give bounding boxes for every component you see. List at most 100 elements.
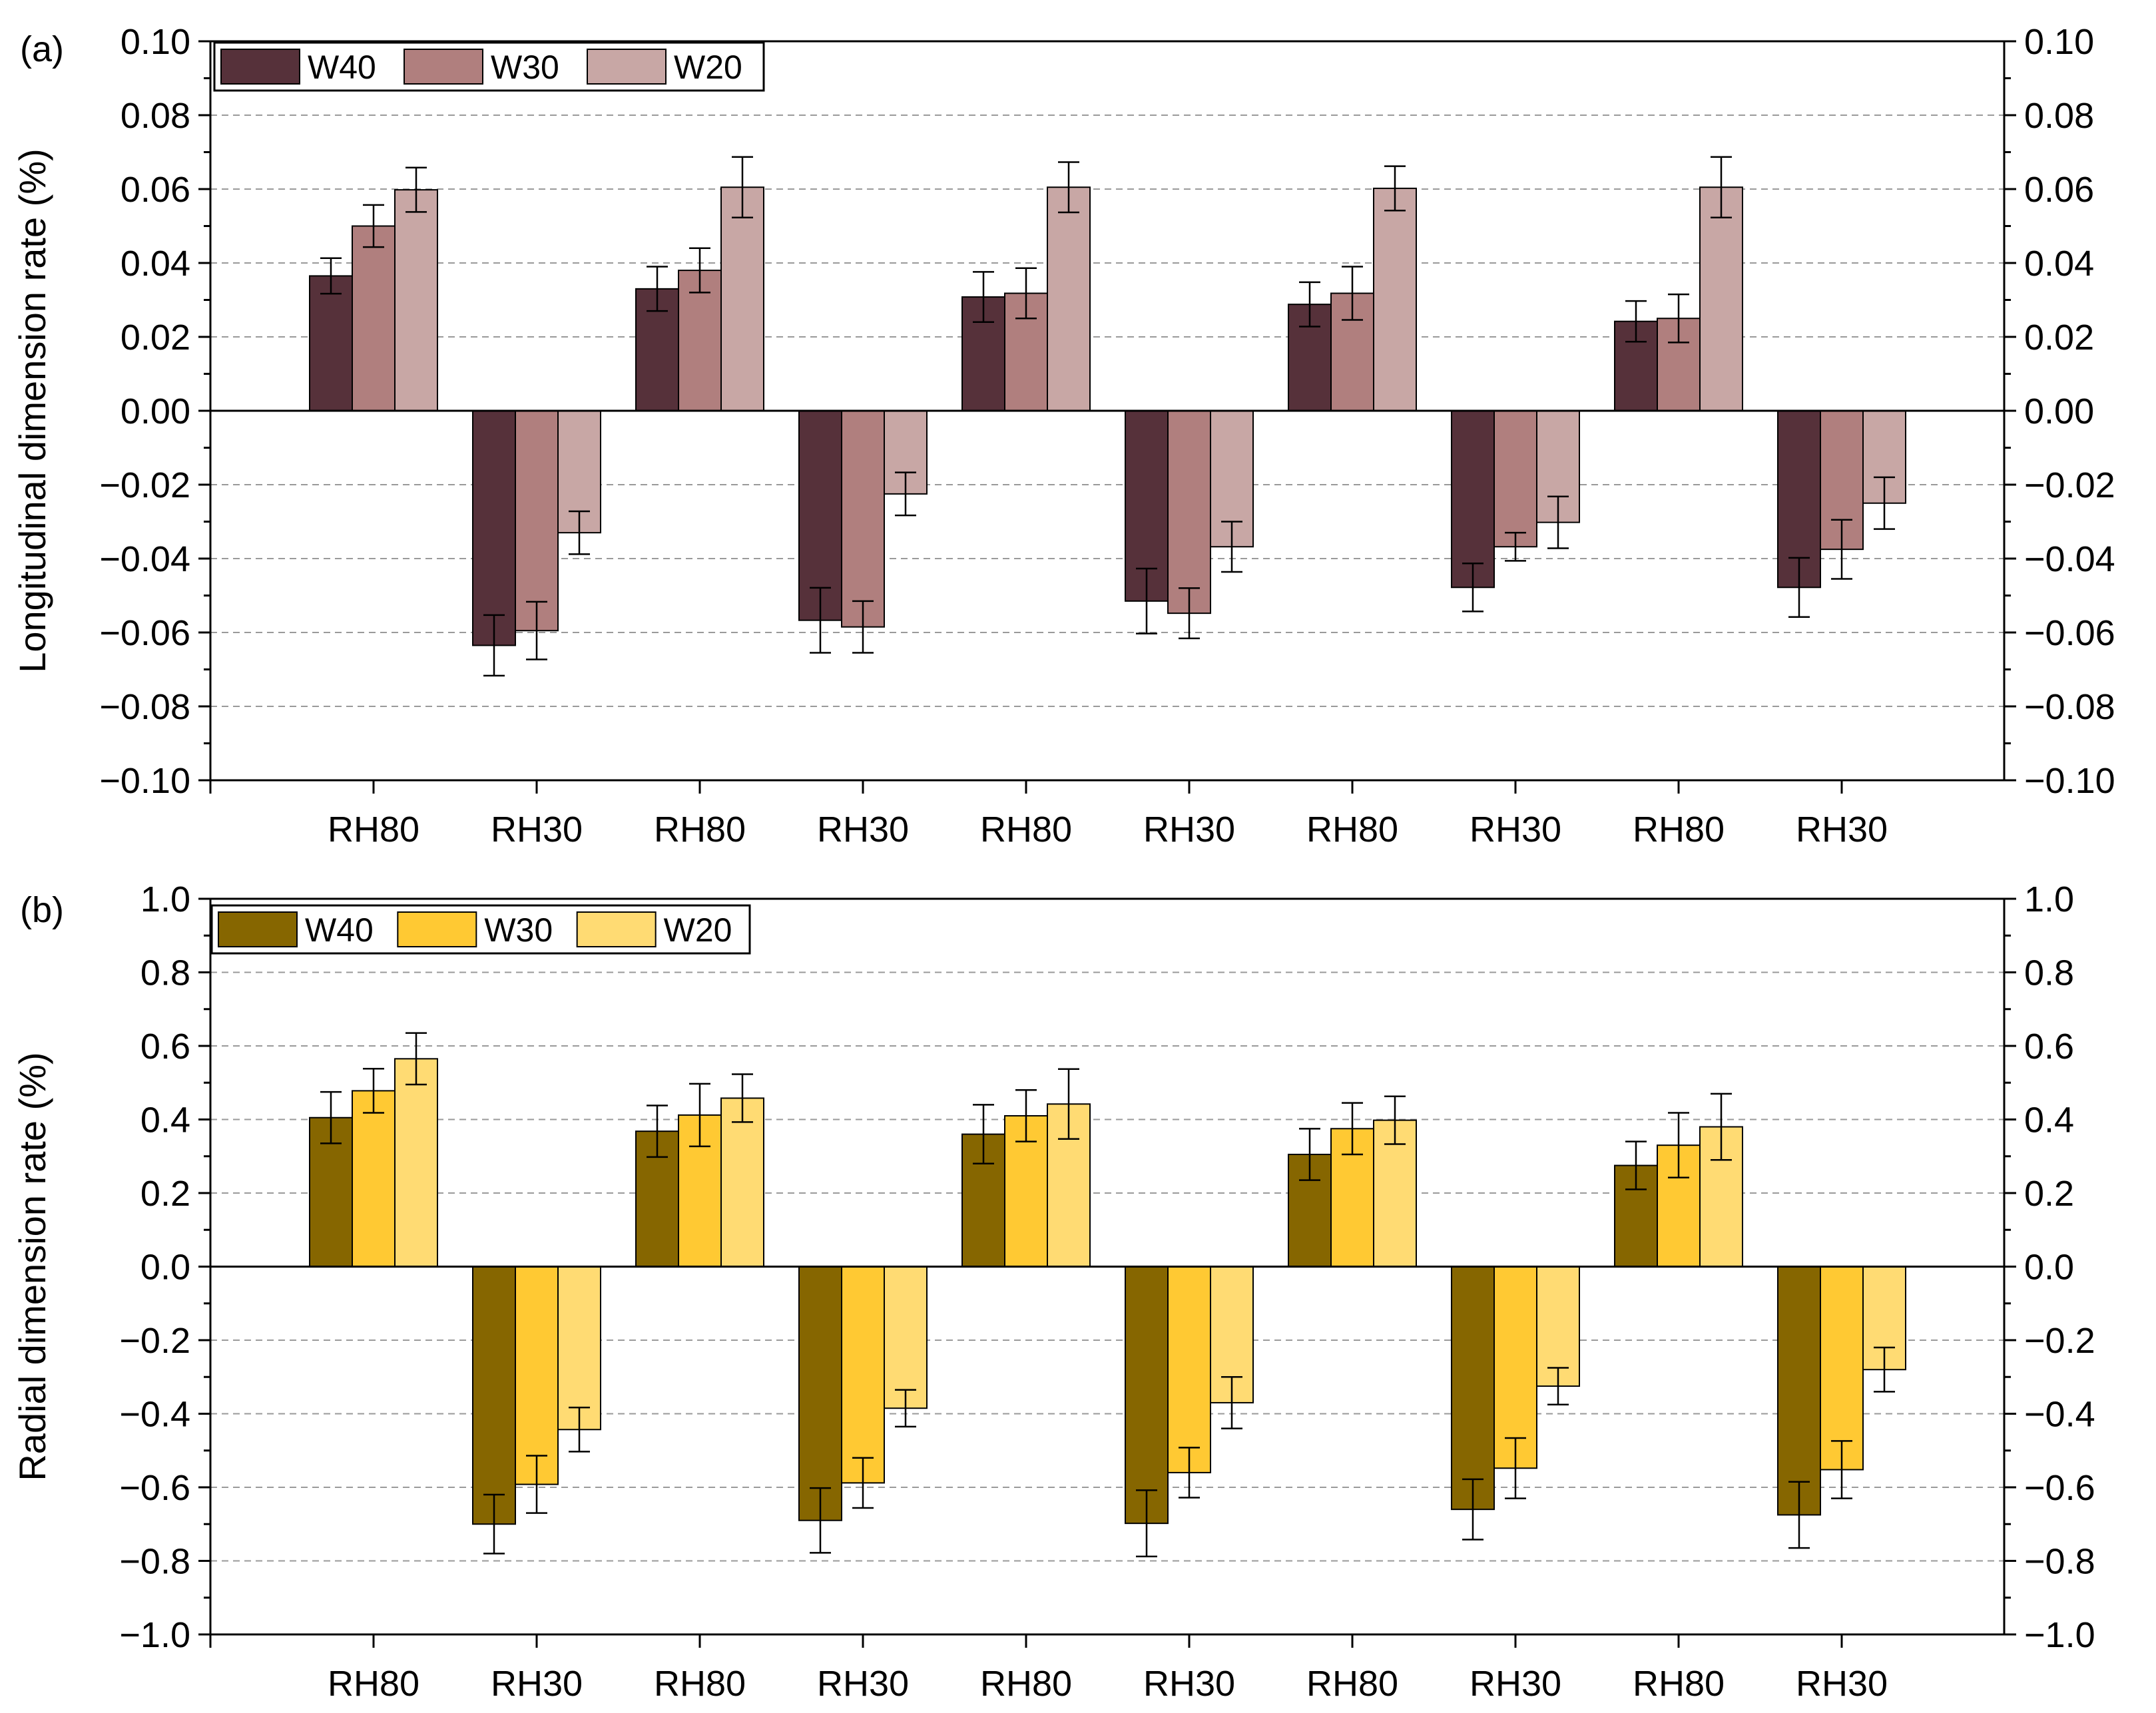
y-tick-label-right: −0.4 <box>2024 1395 2095 1435</box>
y-tick-label-right: 0.02 <box>2024 318 2094 358</box>
bar-w20-1 <box>394 189 438 411</box>
y-tick-label-right: −0.02 <box>2024 465 2115 505</box>
bar-w30-4 <box>841 1266 885 1484</box>
y-tick-label-left: −0.06 <box>99 613 190 653</box>
error-bar <box>1874 1346 1895 1393</box>
bar-w20-2 <box>557 1266 601 1431</box>
x-ticks <box>209 1634 1843 1648</box>
error-bar <box>852 600 874 654</box>
x-tick-label: RH80 <box>1306 810 1398 850</box>
legend-label-w40: W40 <box>305 911 374 949</box>
bar-w30-3 <box>678 270 722 411</box>
y-tick-label-right: 0.08 <box>2024 96 2094 136</box>
y-tick-label-right: 1.0 <box>2024 879 2074 919</box>
error-bar <box>689 247 710 294</box>
x-tick-label: RH80 <box>1633 810 1725 850</box>
bar-w30-6 <box>1167 1266 1211 1473</box>
x-tick-label: RH80 <box>980 1664 1072 1704</box>
error-bar <box>1505 1437 1526 1499</box>
x-tick-label: RH30 <box>1143 1664 1235 1704</box>
error-bar <box>1384 1095 1406 1145</box>
y-tick-label-left: 0.10 <box>121 22 190 62</box>
error-bar <box>1015 1089 1037 1142</box>
y-tick-label-left: −0.10 <box>99 761 190 801</box>
bar-w20-3 <box>720 1097 764 1268</box>
bar-w30-2 <box>515 1266 559 1485</box>
y-tick-label-left: 1.0 <box>140 879 190 919</box>
error-bar <box>1384 165 1406 212</box>
error-bar <box>647 266 668 312</box>
error-bar <box>732 1073 753 1123</box>
y-tick-label-right: −0.10 <box>2024 761 2115 801</box>
error-bar <box>1711 1093 1732 1161</box>
y-tick-label-left: 0.6 <box>140 1027 190 1067</box>
y-tick-label-left: 0.06 <box>121 170 190 210</box>
error-bar <box>363 204 384 248</box>
y-tick-label-right: −0.8 <box>2024 1542 2095 1582</box>
error-bar <box>1547 1367 1569 1405</box>
error-bar <box>895 1389 916 1428</box>
panel-label: (a) <box>20 29 64 69</box>
y-tick-label-right: −0.2 <box>2024 1321 2095 1361</box>
error-bar <box>1788 1481 1810 1549</box>
x-tick-label: RH30 <box>1796 810 1888 850</box>
y-tick-label-left: −0.04 <box>99 539 190 579</box>
legend-swatch-w30 <box>397 911 477 947</box>
x-tick-label: RH80 <box>1306 1664 1398 1704</box>
y-tick-label-left: −1.0 <box>119 1615 190 1655</box>
y-tick-label-left: 0.04 <box>121 244 190 284</box>
legend-box <box>213 41 765 92</box>
error-bar <box>405 166 427 213</box>
y-tick-label-right: −0.06 <box>2024 613 2115 653</box>
legend-label-w20: W20 <box>664 911 732 949</box>
error-bar <box>1299 1128 1320 1181</box>
error-bar <box>569 510 590 555</box>
bar-w30-4 <box>841 410 885 628</box>
error-bar <box>1625 300 1647 343</box>
y-tick-label-right: 0.0 <box>2024 1248 2074 1288</box>
x-tick-label: RH80 <box>654 810 746 850</box>
error-bar <box>1831 519 1852 580</box>
error-bar <box>1788 557 1810 618</box>
y-tick-label-left: 0.4 <box>140 1101 190 1140</box>
error-bar <box>1136 1489 1157 1558</box>
x-tick-label: RH30 <box>1143 810 1235 850</box>
y-tick-label-right: 0.06 <box>2024 170 2094 210</box>
y-tick-label-left: 0.08 <box>121 96 190 136</box>
bar-w30-1 <box>352 1090 396 1268</box>
bar-w20-1 <box>394 1058 438 1268</box>
y-tick-label-right: 0.10 <box>2024 22 2094 62</box>
error-bar <box>569 1406 590 1453</box>
error-bar <box>1342 266 1363 321</box>
error-bar <box>1179 587 1200 640</box>
bar-w20-4 <box>884 1266 928 1409</box>
bar-w40-10 <box>1777 1266 1821 1516</box>
error-bar <box>1874 476 1895 530</box>
y-tick-label-right: 0.00 <box>2024 391 2094 431</box>
y-tick-label-left: 0.8 <box>140 953 190 993</box>
legend-swatch-w30 <box>404 49 483 85</box>
legend-swatch-w40 <box>220 49 300 85</box>
error-bar <box>810 587 831 654</box>
error-bar <box>810 1487 831 1554</box>
error-bar <box>1547 495 1569 549</box>
x-tick-label: RH30 <box>1470 1664 1561 1704</box>
bar-w40-2 <box>472 1266 516 1525</box>
chart-panel-b: RH80 RH30 RH80 RH30 RH80 RH30 RH80 RH30 RH80 RH30… <box>11 879 2095 1704</box>
error-bar <box>1058 1068 1079 1140</box>
error-bar <box>647 1104 668 1158</box>
x-ticks <box>209 780 1843 794</box>
x-tick-label: RH30 <box>491 810 583 850</box>
x-tick-label: RH80 <box>328 810 419 850</box>
error-bar <box>526 1455 547 1514</box>
error-bar <box>973 271 994 324</box>
bar-w40-2 <box>472 410 516 646</box>
y-tick-label-left: 0.00 <box>121 391 190 431</box>
legend-label-w40: W40 <box>308 49 376 86</box>
y-tick-label-left: −0.02 <box>99 465 190 505</box>
y-tick-label-right: 0.8 <box>2024 953 2074 993</box>
error-bar <box>973 1104 994 1165</box>
y-tick-label-left: 0.02 <box>121 318 190 358</box>
bar-w30-6 <box>1167 410 1211 614</box>
